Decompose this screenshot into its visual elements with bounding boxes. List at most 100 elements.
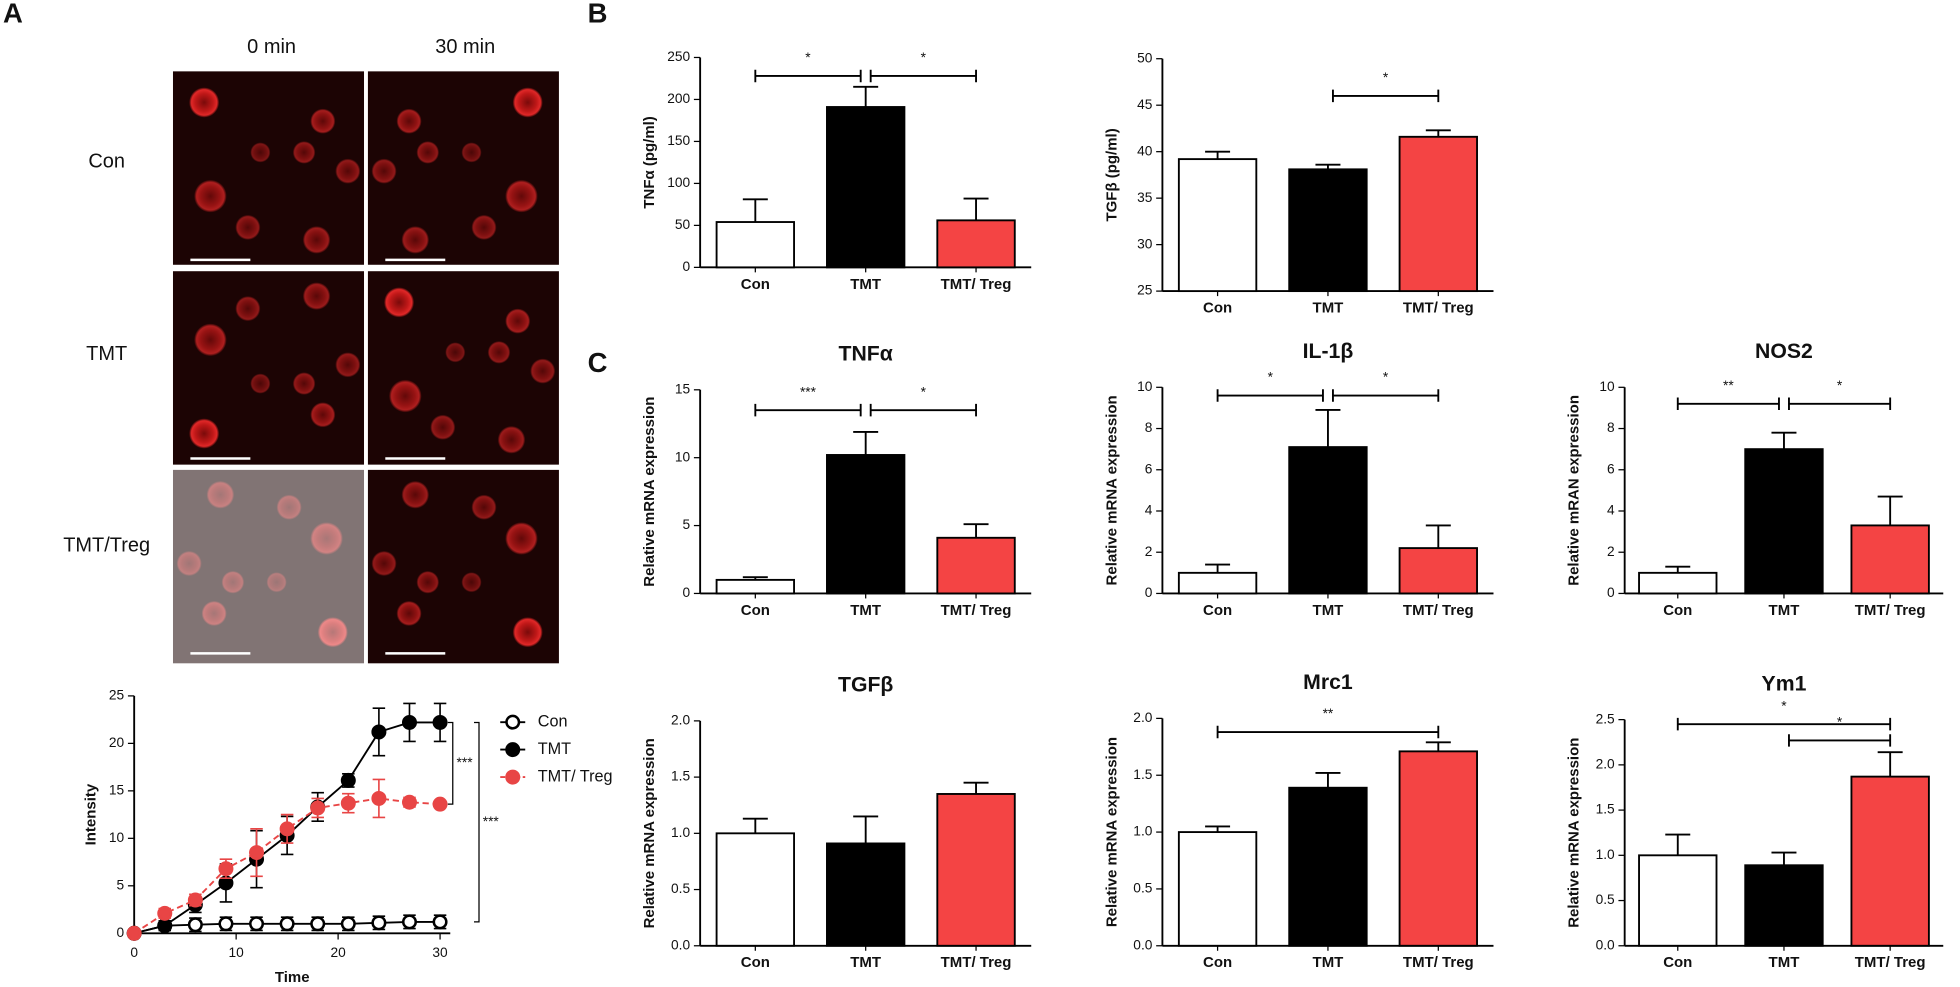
error-bar (1877, 495, 1903, 526)
significance-label: ** (1323, 706, 1334, 721)
point (371, 915, 387, 931)
y-tick-label: 8 (1145, 420, 1153, 435)
significance-label: * (1837, 715, 1843, 730)
x-tick-label: TMT/ Treg (1403, 954, 1474, 971)
x-tick-label: 10 (229, 945, 245, 960)
y-tick-label: 45 (1137, 97, 1153, 112)
y-tick-label: 2.0 (1133, 710, 1152, 725)
point (218, 861, 234, 877)
x-tick-label: TMT/ Treg (1855, 602, 1926, 619)
y-tick-label: 0 (117, 925, 125, 940)
point (340, 772, 356, 788)
significance-label: * (921, 384, 927, 399)
bar (1288, 786, 1368, 947)
point (279, 916, 295, 932)
significance-bracket (754, 403, 862, 417)
bar (936, 536, 1016, 595)
y-axis-label: Relative mRNA expression (641, 738, 658, 928)
y-tick-label: 8 (1607, 420, 1615, 435)
y-tick-label: 6 (1145, 461, 1153, 476)
bar (1177, 831, 1258, 947)
error-bar (963, 523, 989, 538)
significance-bracket (1788, 734, 1892, 747)
x-tick-label: TMT/ Treg (1855, 954, 1926, 971)
bar (1744, 448, 1824, 595)
x-tick-label: 0 (130, 945, 138, 960)
y-tick-label: 2 (1607, 544, 1615, 559)
error-bar (742, 198, 768, 223)
x-tick-label: TMT (1313, 300, 1344, 317)
significance-label: * (805, 50, 811, 65)
bar (936, 793, 1016, 947)
y-tick-label: 30 (1137, 236, 1153, 251)
point (432, 914, 448, 930)
point (371, 790, 387, 806)
y-tick-label: 50 (1137, 50, 1153, 65)
panel-label: C (588, 347, 608, 378)
y-tick-label: 20 (109, 735, 125, 750)
point (187, 892, 203, 908)
y-tick-label: 25 (1137, 283, 1153, 298)
y-tick-label: 1.0 (1596, 847, 1615, 862)
y-tick-label: 0.5 (1133, 881, 1152, 896)
error-bar (1771, 851, 1797, 866)
significance-bracket (1332, 389, 1440, 402)
significance-label: * (1837, 378, 1843, 393)
legend-marker (505, 714, 521, 730)
point (157, 918, 173, 934)
x-tick-label: Con (1203, 300, 1232, 317)
x-axis-label: Time (275, 969, 310, 986)
error-bar (742, 817, 768, 834)
y-tick-label: 2 (1145, 544, 1153, 559)
significance-label: * (1383, 70, 1389, 85)
y-tick-label: 1.5 (1133, 767, 1152, 782)
error-bar (1425, 524, 1451, 549)
x-tick-label: TMT (850, 276, 881, 293)
y-tick-label: 100 (667, 175, 690, 190)
significance-bracket (474, 721, 480, 923)
y-tick-label: 10 (1599, 379, 1615, 394)
significance-label: *** (457, 755, 474, 770)
y-tick-label: 0 (683, 259, 691, 274)
y-tick-label: 10 (109, 830, 125, 845)
micrograph (172, 71, 365, 265)
y-tick-label: 15 (675, 381, 691, 396)
bar (1850, 524, 1930, 595)
column-label: 30 min (435, 36, 495, 58)
point (126, 925, 142, 941)
micrographs (172, 71, 559, 664)
bar (936, 219, 1016, 269)
y-tick-label: 50 (675, 217, 691, 232)
chart-title: TNFα (839, 342, 893, 365)
x-tick-label: 20 (330, 945, 346, 960)
error-bar (853, 85, 879, 108)
significance-bracket (754, 69, 862, 83)
panel-label: A (3, 0, 23, 28)
error-bar (1665, 565, 1691, 573)
point (401, 914, 417, 930)
x-tick-label: Con (741, 276, 770, 293)
significance-bracket (1676, 717, 1892, 731)
significance-bracket (1216, 389, 1324, 402)
y-tick-label: 0 (683, 585, 691, 600)
y-axis-label: Relative mRNA expression (1103, 395, 1120, 585)
bar (826, 454, 906, 595)
significance-label: *** (483, 814, 500, 829)
chart-title: NOS2 (1755, 340, 1813, 363)
point (187, 917, 203, 933)
y-tick-label: 0.0 (1596, 937, 1615, 952)
y-axis-label: Relative mRNA expression (1103, 737, 1120, 927)
y-tick-label: 1.0 (671, 825, 690, 840)
bar (1288, 168, 1368, 293)
legend-marker (505, 769, 521, 785)
chart-title: Mrc1 (1303, 671, 1353, 694)
row-label: TMT/Treg (63, 534, 150, 556)
bar (1638, 571, 1718, 595)
y-tick-label: 200 (667, 91, 690, 106)
y-tick-label: 6 (1607, 461, 1615, 476)
y-tick-label: 1.5 (1596, 802, 1615, 817)
y-tick-label: 250 (667, 49, 690, 64)
y-axis-label: TNFα (pg/ml) (641, 116, 658, 208)
error-bar (1425, 129, 1451, 137)
y-tick-label: 35 (1137, 190, 1153, 205)
